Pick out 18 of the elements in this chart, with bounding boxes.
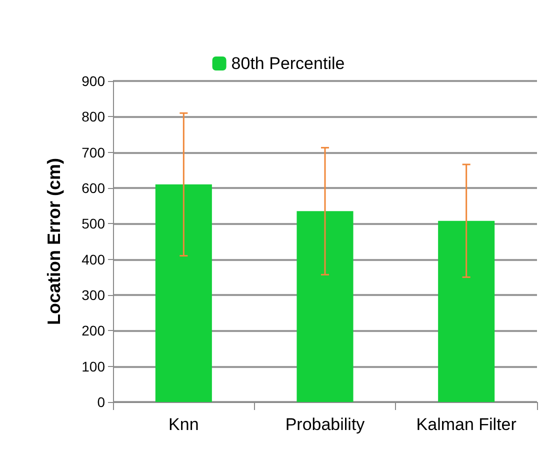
y-tick-label: 200 xyxy=(82,322,106,339)
y-axis-title: Location Error (cm) xyxy=(44,158,64,326)
legend-label: 80th Percentile xyxy=(231,54,345,73)
y-tick-label: 300 xyxy=(82,287,106,303)
y-tick-label: 900 xyxy=(82,73,106,89)
y-tick-label: 400 xyxy=(82,251,106,268)
y-tick-label: 100 xyxy=(82,358,106,374)
x-tick-label: Kalman Filter xyxy=(416,415,517,434)
x-tick-label: Probability xyxy=(285,415,366,434)
bar xyxy=(438,220,495,402)
bar xyxy=(296,211,354,402)
y-tick-label: 700 xyxy=(82,144,106,160)
y-tick-label: 500 xyxy=(82,216,106,232)
y-tick-label: 600 xyxy=(82,180,106,196)
x-tick-label: Knn xyxy=(168,415,199,434)
y-tick-label: 800 xyxy=(82,108,106,125)
y-tick-label: 0 xyxy=(97,394,106,410)
bar xyxy=(155,184,212,402)
